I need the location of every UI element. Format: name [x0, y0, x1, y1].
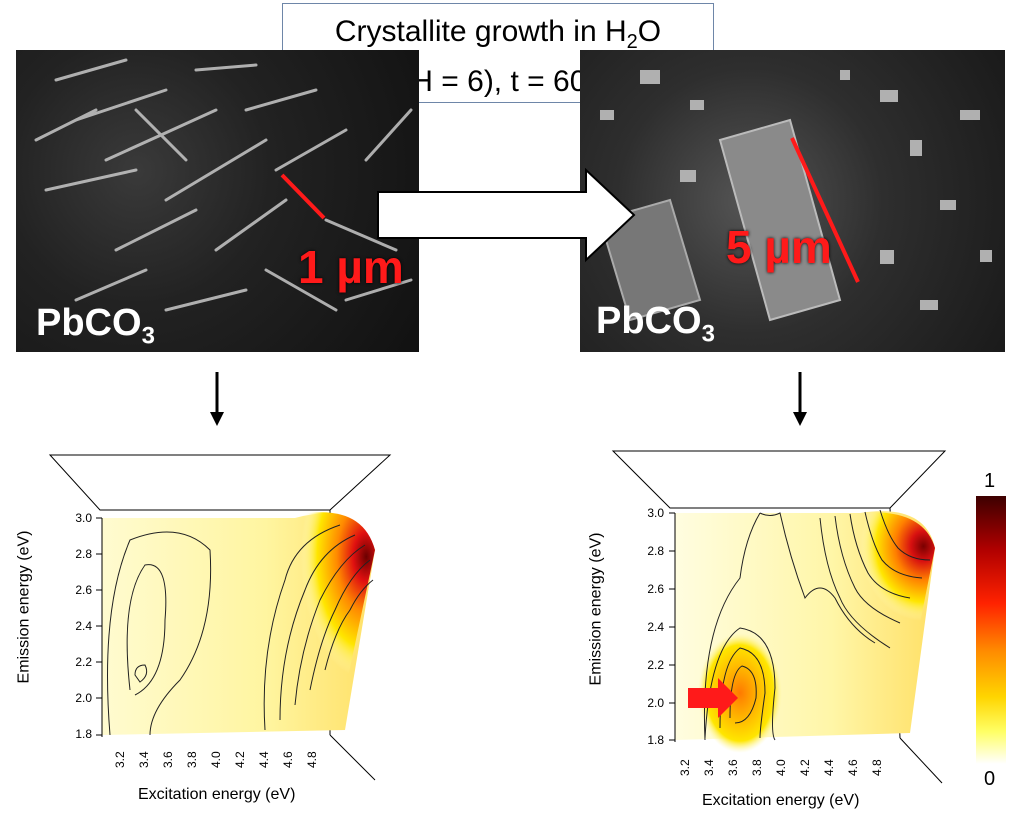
ytick: 2.0 [75, 691, 92, 705]
xtick: 4.4 [822, 759, 836, 776]
xtick: 3.4 [137, 751, 151, 768]
down-arrow-left [210, 372, 224, 426]
sample-label-right: PbCO3 [596, 300, 715, 348]
ytick: 3.0 [75, 511, 92, 525]
down-arrow-right [793, 372, 807, 426]
xtick: 4.6 [281, 751, 295, 768]
ytick: 1.8 [75, 727, 92, 741]
ytick: 1.8 [647, 733, 664, 747]
right-plot-ylabel: Emission energy (eV) [587, 532, 605, 686]
xtick: 3.8 [750, 759, 764, 776]
left-plot-xlabel: Excitation energy (eV) [138, 786, 296, 803]
xtick: 3.4 [702, 759, 716, 776]
contour-plot-right [611, 450, 947, 784]
colorbar-min-label: 0 [984, 768, 996, 790]
ytick: 2.4 [75, 619, 92, 633]
ytick: 2.2 [75, 655, 92, 669]
ytick: 2.2 [647, 658, 664, 672]
xtick: 3.6 [161, 751, 175, 768]
left-plot-ylabel: Emission energy (eV) [15, 530, 33, 684]
xtick: 4.4 [257, 751, 271, 768]
large-crystals [598, 70, 992, 322]
ytick: 2.8 [647, 544, 664, 558]
scale-bar-label-right: 5 µm [726, 221, 832, 273]
ytick: 2.0 [647, 696, 664, 710]
title-line-1: Crystallite growth in H2O [334, 15, 662, 53]
xtick: 4.2 [233, 751, 247, 768]
xtick: 4.8 [305, 751, 319, 768]
right-plot-xlabel: Excitation energy (eV) [702, 792, 860, 809]
ytick: 2.8 [75, 547, 92, 561]
xtick: 4.8 [870, 759, 884, 776]
ytick: 2.6 [75, 583, 92, 597]
xtick: 4.2 [798, 759, 812, 776]
contour-plot-left [48, 454, 392, 781]
ytick: 2.6 [647, 582, 664, 596]
needle-crystals [34, 58, 413, 312]
xtick: 4.6 [846, 759, 860, 776]
sample-label-left: PbCO3 [36, 302, 155, 350]
sem-image-left: 1 µm PbCO3 [16, 50, 419, 352]
xtick: 3.8 [185, 751, 199, 768]
ytick: 2.4 [647, 620, 664, 634]
colorbar [976, 496, 1006, 764]
peak-arrow-icon [688, 678, 738, 718]
xtick: 4.0 [774, 759, 788, 776]
transformation-arrow [377, 168, 636, 263]
xtick: 3.2 [678, 759, 692, 776]
ytick: 3.0 [647, 506, 664, 520]
xtick: 4.0 [209, 751, 223, 768]
colorbar-max-label: 1 [984, 470, 996, 492]
sem-image-right: 5 µm PbCO3 [580, 50, 1005, 352]
scale-bar-label-left: 1 µm [298, 241, 404, 293]
xtick: 3.2 [113, 751, 127, 768]
xtick: 3.6 [726, 759, 740, 776]
